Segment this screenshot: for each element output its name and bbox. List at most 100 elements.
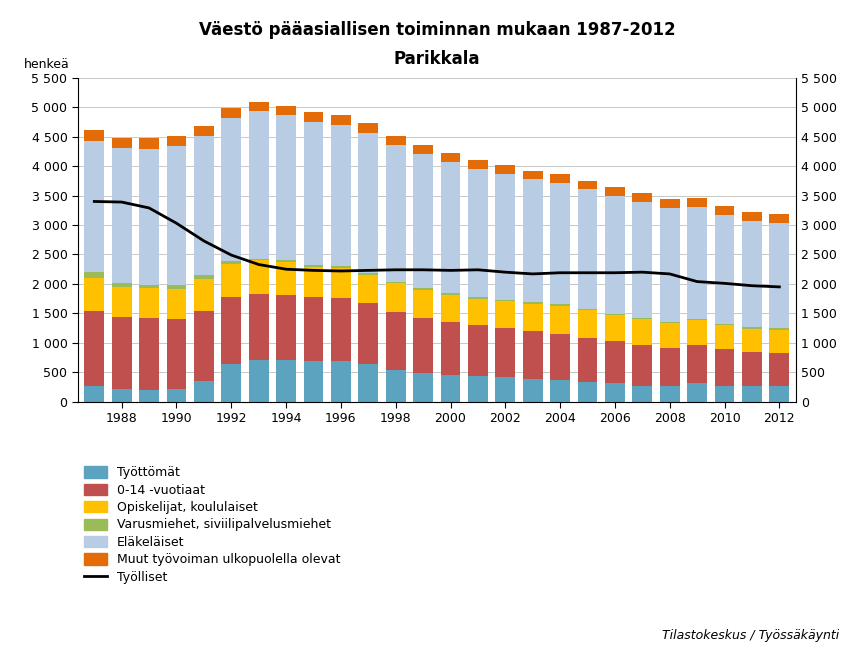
Bar [413,373,433,402]
Bar [468,376,488,402]
Bar [413,154,433,288]
Bar [358,133,378,273]
Bar [331,298,351,360]
Bar [386,370,406,402]
Bar [440,295,460,321]
Bar [112,287,131,317]
Bar [249,360,268,402]
Bar [606,187,625,196]
Bar [139,288,159,318]
Legend: Työttömät, 0-14 -vuotiaat, Opiskelijat, koululaiset, Varusmiehet, siviilipalvelu: Työttömät, 0-14 -vuotiaat, Opiskelijat, … [84,467,340,584]
Text: henkeä: henkeä [24,58,70,71]
Bar [578,189,598,309]
Bar [194,279,214,311]
Bar [714,206,734,214]
Bar [358,275,378,303]
Bar [742,352,762,386]
Bar [688,319,707,321]
Bar [358,364,378,402]
Bar [660,322,680,323]
Bar [413,145,433,154]
Bar [742,386,762,402]
Bar [249,260,268,294]
Bar [331,115,351,125]
Bar [440,162,460,293]
Bar [139,285,159,288]
Bar [468,297,488,299]
Bar [606,314,625,315]
Bar [249,294,268,360]
Bar [304,360,324,402]
Bar [660,323,680,347]
Bar [167,288,186,319]
Bar [276,106,296,115]
Bar [632,386,652,402]
Bar [276,115,296,260]
Bar [468,159,488,168]
Bar [276,295,296,360]
Bar [249,259,268,260]
Bar [85,272,104,278]
Bar [522,303,542,304]
Bar [632,319,652,345]
Bar [632,345,652,386]
Bar [714,386,734,402]
Bar [386,145,406,282]
Bar [167,319,186,389]
Bar [606,341,625,384]
Bar [496,299,516,301]
Bar [660,347,680,386]
Bar [496,377,516,402]
Bar [688,321,707,345]
Bar [331,268,351,298]
Bar [688,198,707,207]
Bar [688,207,707,319]
Bar [167,136,186,146]
Bar [139,149,159,285]
Bar [249,111,268,259]
Bar [167,146,186,285]
Bar [440,321,460,375]
Bar [770,329,789,330]
Bar [660,207,680,322]
Bar [194,380,214,402]
Bar [304,267,324,297]
Title: Väestö pääasiallisen toiminnan mukaan 1987-2012
Parikkala: Väestö pääasiallisen toiminnan mukaan 19… [198,21,676,68]
Bar [331,266,351,268]
Bar [221,118,241,261]
Bar [770,223,789,329]
Bar [386,136,406,145]
Bar [440,153,460,162]
Bar [85,130,104,141]
Bar [468,168,488,297]
Bar [632,202,652,318]
Bar [496,174,516,299]
Bar [167,389,186,402]
Bar [139,390,159,402]
Bar [496,165,516,174]
Bar [770,386,789,402]
Bar [468,299,488,325]
Text: Tilastokeskus / Työssäkäynti: Tilastokeskus / Työssäkäynti [662,629,839,642]
Bar [522,304,542,331]
Bar [550,305,570,306]
Bar [194,126,214,136]
Bar [85,386,104,402]
Bar [688,345,707,383]
Bar [496,301,516,327]
Bar [304,297,324,360]
Bar [194,136,214,275]
Bar [770,330,789,353]
Bar [139,318,159,390]
Bar [522,331,542,379]
Bar [742,220,762,327]
Bar [522,379,542,402]
Bar [468,325,488,376]
Bar [249,102,268,111]
Bar [606,384,625,402]
Bar [578,382,598,402]
Bar [606,196,625,314]
Bar [85,141,104,272]
Bar [413,318,433,373]
Bar [221,297,241,364]
